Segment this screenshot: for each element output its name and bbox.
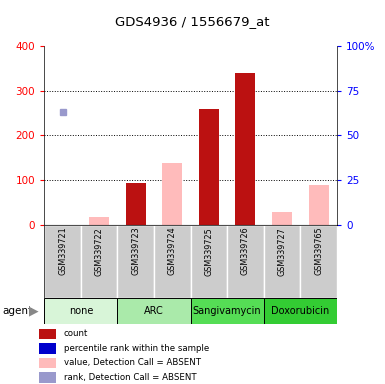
Bar xyxy=(38,358,56,368)
Text: GDS4936 / 1556679_at: GDS4936 / 1556679_at xyxy=(115,15,270,28)
Bar xyxy=(89,217,109,225)
Bar xyxy=(264,298,337,324)
Bar xyxy=(44,298,117,324)
Text: GSM339726: GSM339726 xyxy=(241,227,250,275)
Bar xyxy=(199,109,219,225)
Text: GSM339724: GSM339724 xyxy=(168,227,177,275)
Bar xyxy=(117,225,154,298)
Text: none: none xyxy=(69,306,93,316)
Text: GSM339727: GSM339727 xyxy=(278,227,286,276)
Text: GSM339723: GSM339723 xyxy=(131,227,140,275)
Text: ARC: ARC xyxy=(144,306,164,316)
Bar xyxy=(44,225,81,298)
Text: count: count xyxy=(64,329,88,338)
Bar xyxy=(154,225,191,298)
Text: agent: agent xyxy=(2,306,32,316)
Bar xyxy=(308,185,329,225)
Bar xyxy=(264,225,300,298)
Text: GSM339721: GSM339721 xyxy=(58,227,67,275)
Text: Sangivamycin: Sangivamycin xyxy=(193,306,261,316)
Bar xyxy=(38,329,56,339)
Bar xyxy=(38,343,56,354)
Text: Doxorubicin: Doxorubicin xyxy=(271,306,330,316)
Bar xyxy=(235,73,256,225)
Text: GSM339722: GSM339722 xyxy=(95,227,104,276)
Text: value, Detection Call = ABSENT: value, Detection Call = ABSENT xyxy=(64,359,201,367)
Text: ▶: ▶ xyxy=(29,305,38,318)
Text: percentile rank within the sample: percentile rank within the sample xyxy=(64,344,209,353)
Bar xyxy=(38,372,56,383)
Text: GSM339765: GSM339765 xyxy=(314,227,323,275)
Bar xyxy=(300,225,337,298)
Bar xyxy=(117,298,191,324)
Bar xyxy=(191,225,227,298)
Text: rank, Detection Call = ABSENT: rank, Detection Call = ABSENT xyxy=(64,373,196,382)
Bar xyxy=(227,225,264,298)
Bar xyxy=(81,225,117,298)
Bar xyxy=(162,163,182,225)
Text: GSM339725: GSM339725 xyxy=(204,227,213,276)
Bar xyxy=(191,298,264,324)
Bar xyxy=(272,212,292,225)
Bar xyxy=(126,183,146,225)
